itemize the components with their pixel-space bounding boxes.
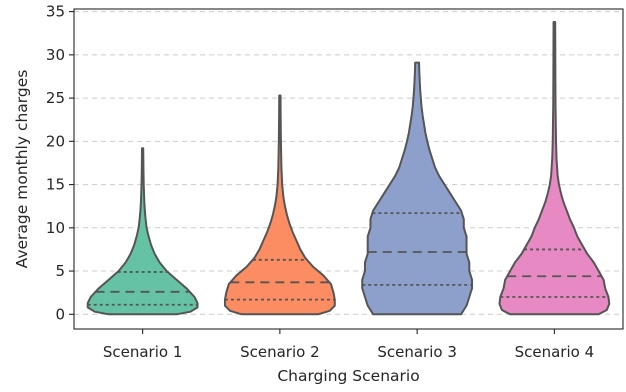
violin-group (86, 147, 199, 316)
x-tick-label: Scenario 4 (515, 343, 595, 361)
x-axis-label: Charging Scenario (277, 367, 419, 385)
violin-group (361, 61, 474, 316)
y-tick-label: 0 (55, 305, 65, 323)
violins (86, 20, 611, 316)
y-axis-label: Average monthly charges (13, 70, 31, 269)
x-tick-label: Scenario 3 (377, 343, 457, 361)
violin-body (223, 94, 336, 316)
x-tick-label: Scenario 1 (103, 343, 183, 361)
y-tick-label: 20 (46, 132, 65, 150)
violin-body (86, 147, 199, 316)
y-tick-label: 15 (46, 176, 65, 194)
y-tick-label: 35 (46, 3, 65, 21)
y-tick-label: 30 (46, 46, 65, 64)
violin-group (223, 94, 336, 316)
plot-frame (73, 8, 624, 330)
x-axis-ticks: Scenario 1 Scenario 2 Scenario 3 Scenario 4 (103, 329, 594, 361)
y-axis-ticks: 0 5 10 15 20 25 30 35 (46, 3, 74, 323)
y-tick-label: 25 (46, 89, 65, 107)
violin-body (361, 61, 474, 316)
violin-body (498, 20, 611, 316)
violin-group (498, 20, 611, 316)
y-tick-label: 10 (46, 219, 65, 237)
x-tick-label: Scenario 2 (240, 343, 320, 361)
y-tick-label: 5 (55, 262, 65, 280)
